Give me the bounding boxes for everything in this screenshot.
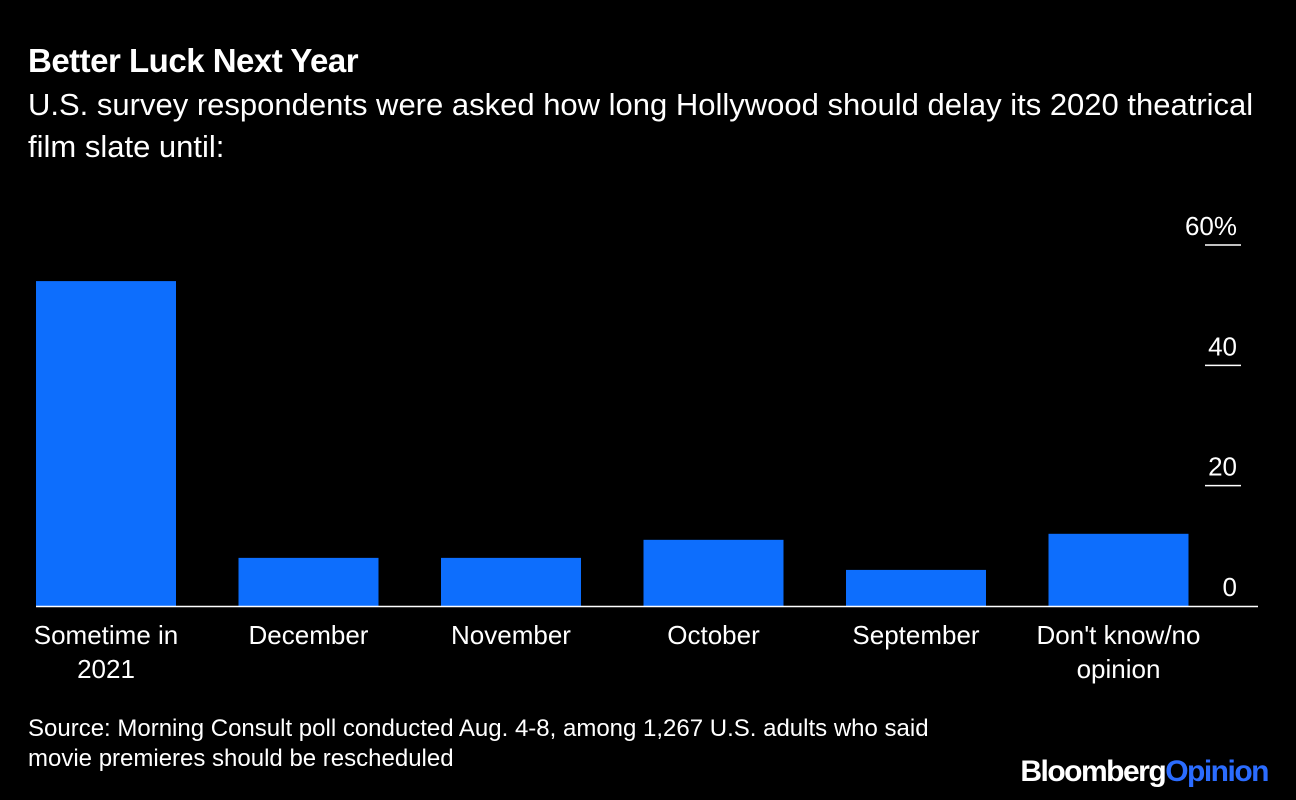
- bar-4: [846, 569, 986, 606]
- bar-0: [36, 281, 176, 606]
- x-tick-label-5-0: Don't know/no: [1037, 620, 1201, 650]
- source-note: Source: Morning Consult poll conducted A…: [28, 715, 929, 772]
- logo-brand-text: Bloomberg: [1020, 755, 1166, 788]
- x-tick-label-5-1: opinion: [1077, 654, 1161, 684]
- y-tick-label-0: 60%: [1185, 211, 1237, 241]
- x-tick-label-0-1: 2021: [77, 654, 135, 684]
- x-tick-label-3-0: October: [667, 620, 760, 650]
- x-tick-label-1-0: December: [249, 620, 369, 650]
- y-tick-label-1: 40: [1208, 331, 1237, 361]
- logo-opinion-text: Opinion: [1165, 755, 1269, 788]
- bar-5: [1048, 533, 1189, 606]
- x-tick-label-2-0: November: [451, 620, 571, 650]
- y-tick-label-2: 20: [1208, 452, 1237, 482]
- bar-chart: 60% 40 20 0 Sometime in 2021 December November O…: [34, 211, 1258, 684]
- y-tick-label-3: 0: [1223, 572, 1237, 602]
- chart-subtitle: U.S. survey respondents were asked how l…: [28, 87, 1254, 164]
- x-tick-label-4-0: September: [852, 620, 980, 650]
- bar-2: [441, 557, 581, 606]
- chart-title: Better Luck Next Year: [28, 42, 359, 79]
- bloomberg-opinion-logo: BloombergOpinion: [1020, 752, 1269, 792]
- bar-3: [643, 539, 784, 606]
- x-tick-label-0-0: Sometime in: [34, 620, 179, 650]
- bar-1: [238, 557, 379, 606]
